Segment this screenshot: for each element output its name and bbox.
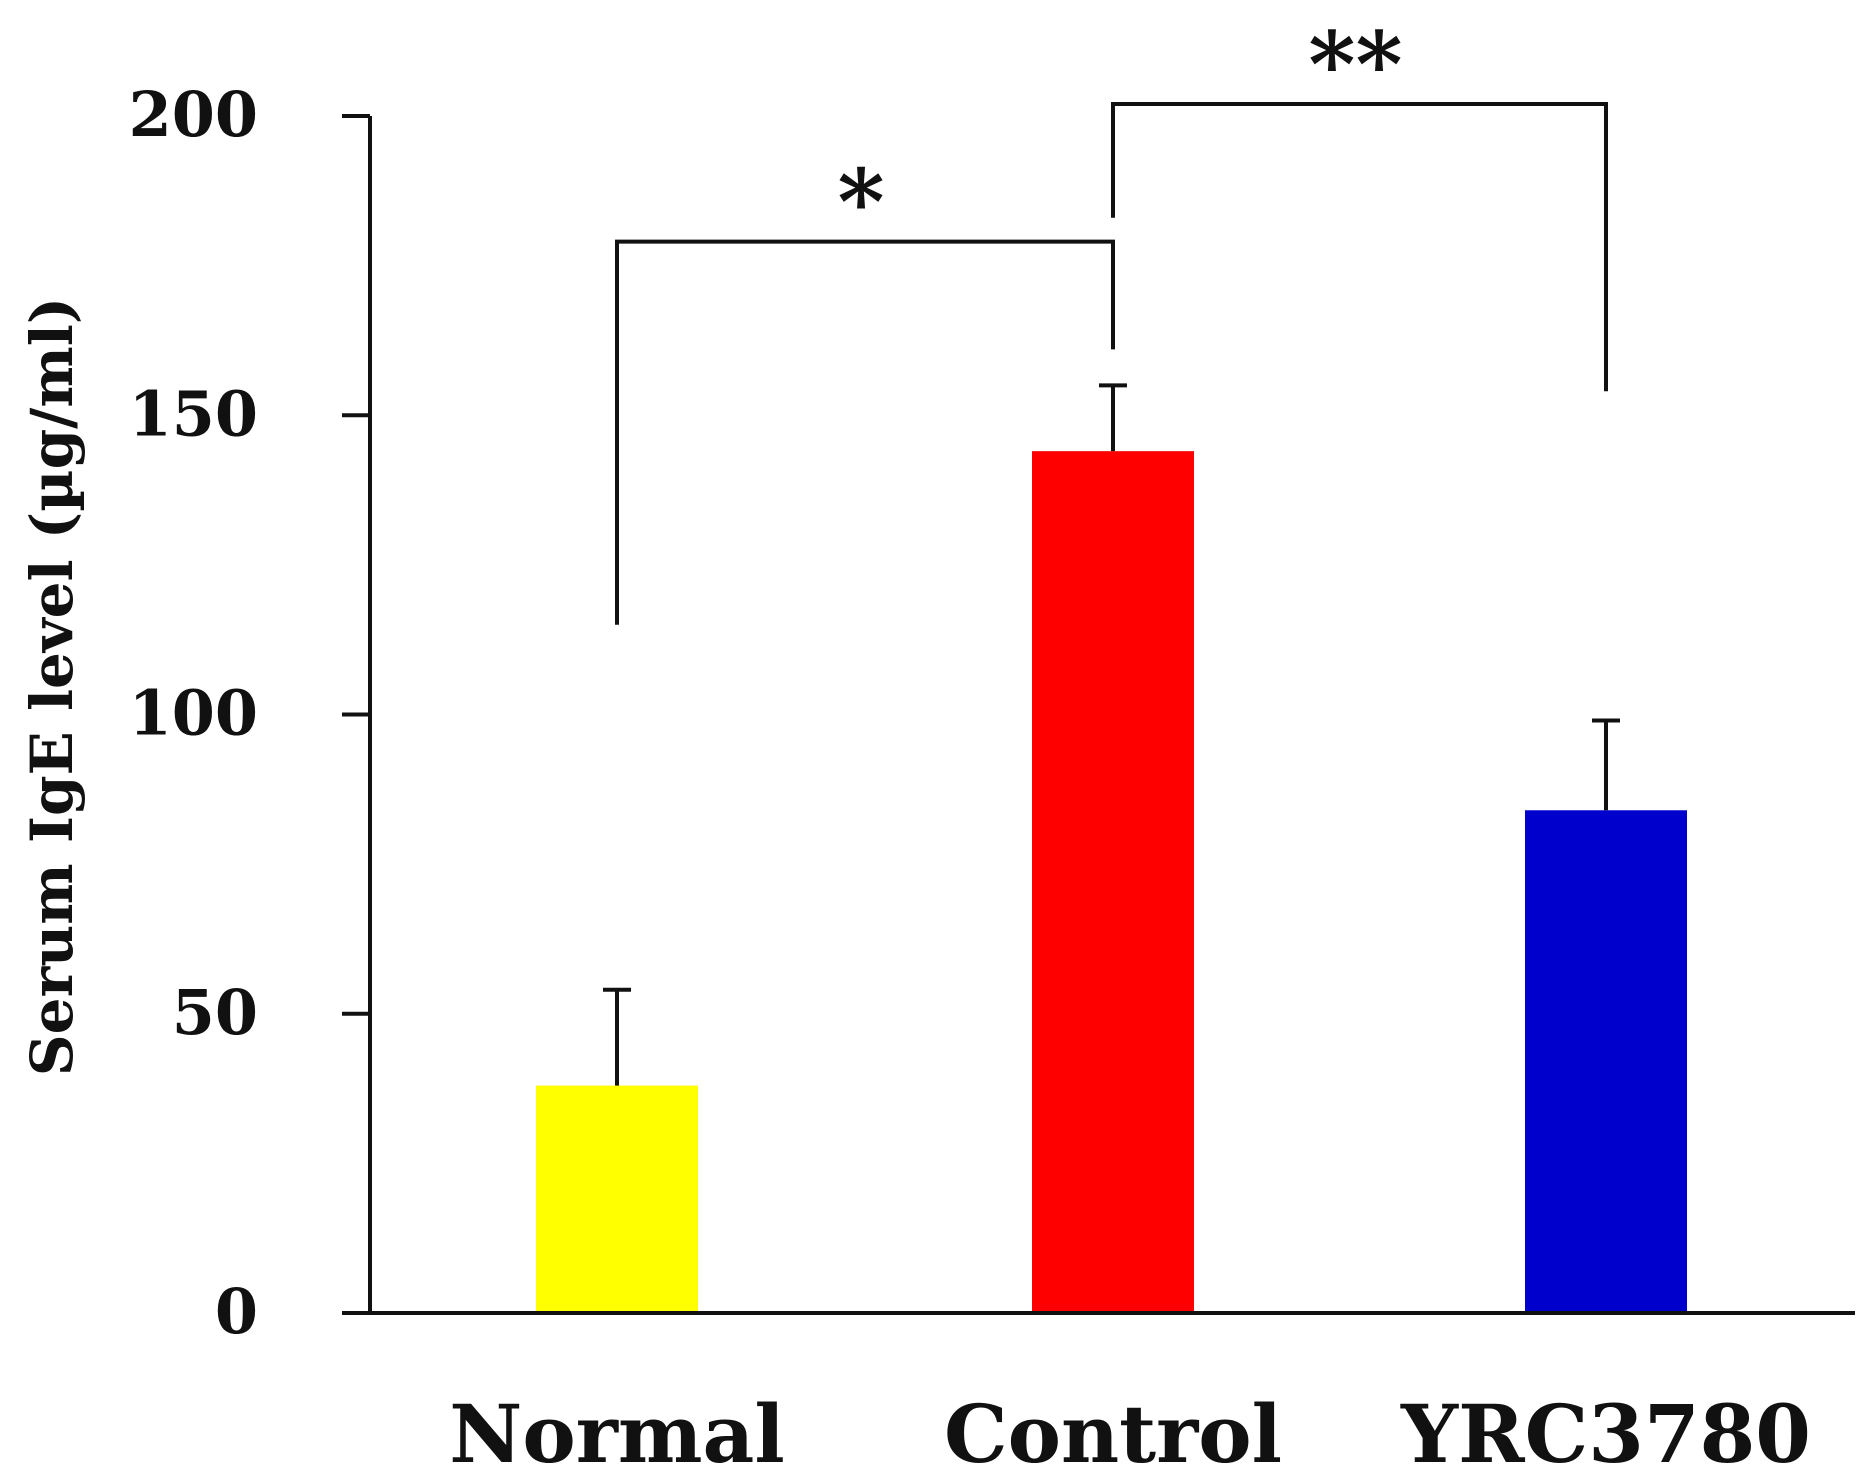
y-tick-label: 150 xyxy=(129,377,258,450)
y-tick-label: 0 xyxy=(215,1275,258,1348)
y-ticks-group: 0 50 100 150 200 xyxy=(129,78,370,1348)
y-tick-label: 50 xyxy=(172,976,258,1049)
x-tick-label: YRC3780 xyxy=(1400,1387,1811,1476)
significance-group: *** xyxy=(615,12,1608,625)
error-bars-group xyxy=(603,383,1620,1086)
bar-control xyxy=(1032,451,1194,1313)
y-axis-title: Serum IgE level (µg/ml) xyxy=(18,297,86,1076)
x-tick-label: Control xyxy=(944,1387,1282,1476)
significance-bracket xyxy=(1111,102,1608,392)
significance-label: * xyxy=(837,150,884,256)
significance-bracket xyxy=(615,239,1115,625)
y-tick-label: 100 xyxy=(129,677,258,750)
bar-yrc3780 xyxy=(1525,810,1687,1313)
bar-normal xyxy=(536,1085,698,1313)
bars-group xyxy=(536,451,1687,1313)
x-tick-labels-group: Normal Control YRC3780 xyxy=(449,1387,1811,1480)
y-tick-label: 200 xyxy=(129,78,258,151)
significance-label: ** xyxy=(1308,12,1402,118)
x-tick-label: Normal xyxy=(449,1387,785,1476)
